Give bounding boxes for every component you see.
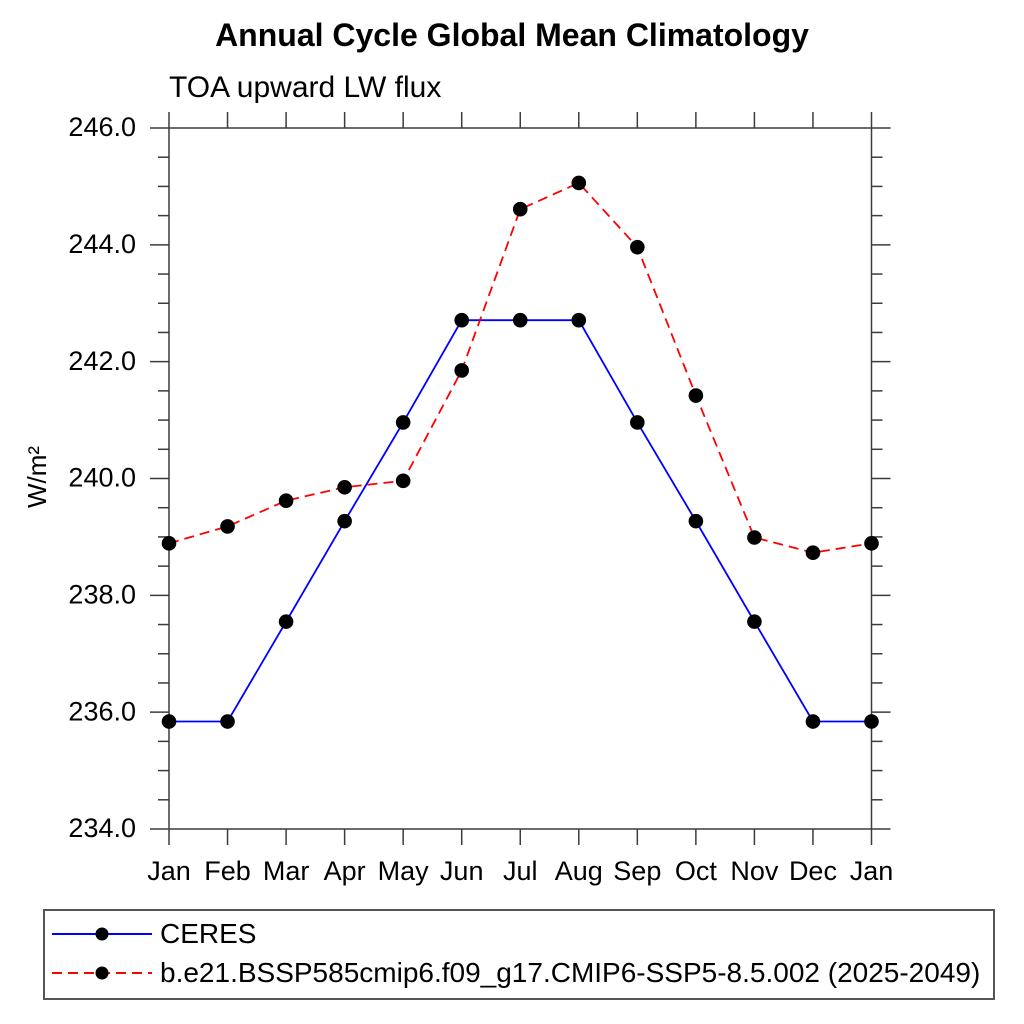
legend-marker-icon — [95, 927, 109, 941]
x-axis-tick-label: Jan — [147, 856, 191, 886]
data-point — [864, 714, 879, 729]
data-point — [688, 388, 704, 403]
data-point — [454, 312, 470, 328]
chart-subtitle: TOA upward LW flux — [169, 71, 442, 104]
x-axis-tick-label: Oct — [675, 856, 718, 886]
x-axis-tick-label: Apr — [324, 856, 366, 886]
data-point — [337, 513, 352, 529]
y-axis-tick-label: 246.0 — [68, 112, 136, 142]
data-point — [395, 415, 411, 430]
series-line-0 — [169, 319, 872, 723]
data-point — [747, 530, 762, 545]
data-point — [161, 536, 177, 551]
y-axis-tick-label: 240.0 — [68, 463, 136, 493]
data-point — [278, 493, 294, 508]
x-axis-tick-label: Sep — [613, 856, 661, 886]
x-axis-tick-label: May — [378, 856, 430, 886]
x-axis-tick-label: Nov — [730, 856, 779, 886]
data-point — [512, 312, 528, 328]
data-point — [864, 536, 879, 551]
y-axis-tick-label: 236.0 — [68, 696, 136, 726]
y-axis-title: W/m² — [22, 446, 52, 508]
y-axis-tick-label: 242.0 — [68, 346, 136, 376]
data-point — [220, 519, 235, 534]
data-point — [278, 614, 294, 629]
data-point — [571, 312, 587, 328]
data-point — [630, 239, 645, 255]
legend-line-sample-model — [52, 966, 152, 980]
x-axis-tick-label: Jul — [503, 856, 538, 886]
x-axis-tick-label: Feb — [204, 856, 251, 886]
x-axis-tick-label: Mar — [263, 856, 310, 886]
data-point — [688, 513, 704, 529]
data-point — [220, 714, 235, 729]
chart-title: Annual Cycle Global Mean Climatology — [215, 17, 809, 53]
data-point — [747, 614, 762, 629]
plot-frame — [168, 127, 873, 830]
y-axis-tick-label: 234.0 — [68, 813, 136, 843]
data-point — [454, 363, 470, 378]
y-axis-tick-label: 244.0 — [68, 229, 136, 259]
legend-entry-ceres: CERES — [45, 915, 993, 953]
legend-line-sample-ceres — [52, 927, 152, 941]
x-axis-tick-label: Aug — [555, 856, 603, 886]
data-point — [337, 479, 352, 495]
data-point — [630, 415, 645, 430]
y-axis-tick-label: 238.0 — [68, 579, 136, 609]
x-axis-tick-label: Jan — [850, 856, 894, 886]
legend-entry-model: b.e21.BSSP585cmip6.f09_g17.CMIP6-SSP5-8.… — [45, 954, 993, 992]
legend-label-model: b.e21.BSSP585cmip6.f09_g17.CMIP6-SSP5-8.… — [160, 956, 981, 988]
data-point — [805, 714, 821, 729]
x-axis-tick-label: Dec — [789, 856, 837, 886]
series-line-1 — [168, 181, 872, 554]
data-point — [161, 714, 177, 729]
data-point — [512, 201, 528, 217]
data-point — [395, 473, 411, 489]
legend: CERES b.e21.BSSP585cmip6.f09_g17.CMIP6-S… — [43, 909, 995, 1000]
data-point — [571, 175, 587, 191]
legend-marker-icon — [95, 966, 109, 980]
data-point — [805, 545, 821, 560]
legend-label-ceres: CERES — [160, 918, 257, 950]
x-axis-tick-label: Jun — [440, 856, 484, 886]
